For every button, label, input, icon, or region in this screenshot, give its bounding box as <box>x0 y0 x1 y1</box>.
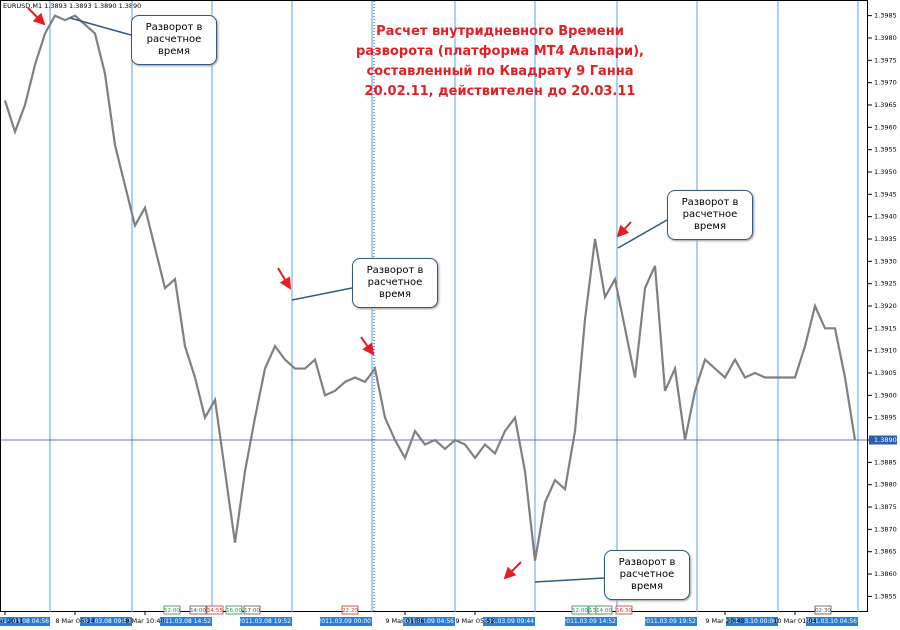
reversal-label-bg <box>483 617 535 626</box>
reversal-label-bg <box>0 617 50 626</box>
reversal-label: 2011.03.09 14:52 <box>562 618 616 625</box>
callout: Разворот в расчетное время <box>667 190 753 240</box>
callout-pointer <box>617 219 668 249</box>
callout-pointer <box>534 577 605 583</box>
y-tick-label: 1.3880 <box>874 481 897 489</box>
y-tick-label: 1.3925 <box>874 280 897 288</box>
y-tick-label: 1.3985 <box>874 12 897 20</box>
time-marker-box <box>206 605 224 615</box>
time-marker-box <box>243 605 261 615</box>
reversal-label-bg <box>160 617 212 626</box>
y-tick-label: 1.3900 <box>874 391 897 399</box>
y-tick-label: 1.3950 <box>874 168 897 176</box>
reversal-label-bg <box>645 617 697 626</box>
y-tick-label: 1.3920 <box>874 302 897 310</box>
red-arrow <box>503 561 522 580</box>
reversal-label: 2011.03.10 00:00 <box>723 618 777 625</box>
red-arrow <box>277 267 292 290</box>
y-tick-label: 1.3910 <box>874 347 897 355</box>
current-price-bg <box>869 435 897 445</box>
red-arrow <box>360 336 375 356</box>
price-line <box>3 14 857 561</box>
y-tick-label: 1.3865 <box>874 548 897 556</box>
callout: Разворот в расчетное время <box>352 258 438 308</box>
time-marker-box <box>814 605 832 615</box>
reversal-label: 2011.03.08 19:52 <box>237 618 291 625</box>
y-tick-label: 1.3935 <box>874 235 897 243</box>
time-marker: 14:00 <box>596 608 612 614</box>
y-tick-label: 1.3960 <box>874 123 897 131</box>
time-marker: 12:00 <box>572 608 588 614</box>
time-marker: 16:30 <box>616 608 632 614</box>
time-marker-box <box>595 605 613 615</box>
reversal-label: 2011.03.08 14:52 <box>157 618 211 625</box>
time-marker-box <box>189 605 207 615</box>
time-marker-box <box>341 605 359 615</box>
y-tick-label: 1.3885 <box>874 458 897 466</box>
time-marker: 12:00 <box>164 608 180 614</box>
y-tick-label: 1.3970 <box>874 79 897 87</box>
x-tick-label: 10 Mar 01:04 <box>773 617 816 625</box>
reversal-label-bg <box>240 617 292 626</box>
time-marker: 14:55 <box>207 608 223 614</box>
reversal-label: 2011.03.09 00:00 <box>317 618 371 625</box>
red-arrow <box>27 7 46 26</box>
callout-pointer <box>291 287 353 301</box>
time-marker: 17:00 <box>244 608 260 614</box>
reversal-label-bg <box>80 617 132 626</box>
y-tick-label: 1.3965 <box>874 101 897 109</box>
reversal-label: 2011.03.09 19:52 <box>642 618 696 625</box>
y-tick-label: 1.3860 <box>874 570 897 578</box>
current-price-label: 1.3890 <box>874 436 897 444</box>
y-tick-label: 1.3875 <box>874 503 897 511</box>
x-tick-label: 9 Mar 01:36 <box>385 617 424 625</box>
x-tick-label: 9 Mar 05:52 <box>455 617 494 625</box>
time-marker: 16:00 <box>226 608 242 614</box>
y-tick-label: 1.3930 <box>874 257 897 265</box>
reversal-label-bg <box>726 617 778 626</box>
y-tick-label: 1.3940 <box>874 213 897 221</box>
x-tick-label: 8 Mar 06:24 <box>55 617 94 625</box>
reversal-label: 2011.03.09 09:44 <box>480 618 534 625</box>
symbol-info: EURUSD,M1 1.3893 1.3893 1.3890 1.3890 <box>3 2 141 10</box>
x-tick-label: 8 Mar 2011 <box>0 617 24 625</box>
time-marker-box <box>225 605 243 615</box>
callout: Разворот в расчетное время <box>604 550 690 600</box>
callout: Разворот в расчетное время <box>131 15 217 65</box>
x-tick-label: 9 Mar 20:48 <box>705 617 744 625</box>
x-tick-label: 8 Mar 10:40 <box>125 617 164 625</box>
y-tick-label: 1.3915 <box>874 324 897 332</box>
time-marker: 14:00 <box>190 608 206 614</box>
y-tick-label: 1.3945 <box>874 190 897 198</box>
y-tick-label: 1.3980 <box>874 34 897 42</box>
reversal-label-bg <box>320 617 372 626</box>
red-arrow <box>616 221 632 238</box>
time-marker: 02:30 <box>815 608 831 614</box>
reversal-label: 2011.03.10 04:56 <box>803 618 857 625</box>
reversal-label: 2011.03.09 04:56 <box>400 618 454 625</box>
y-tick-label: 1.3895 <box>874 414 897 422</box>
time-marker-box <box>571 605 589 615</box>
reversal-label: 2011.03.08 09:52 <box>77 618 131 625</box>
reversal-label-bg <box>403 617 455 626</box>
y-tick-label: 1.3905 <box>874 369 897 377</box>
callout-pointer <box>69 17 132 36</box>
reversal-label-bg <box>806 617 858 626</box>
time-marker: 22:20 <box>342 608 358 614</box>
y-tick-label: 1.3855 <box>874 592 897 600</box>
y-tick-label: 1.3975 <box>874 56 897 64</box>
y-tick-label: 1.3955 <box>874 146 897 154</box>
y-tick-label: 1.3870 <box>874 525 897 533</box>
reversal-label-bg <box>565 617 617 626</box>
reversal-label: 2011.03.08 04:56 <box>0 618 49 625</box>
time-marker-box <box>615 605 633 615</box>
time-marker-box <box>163 605 181 615</box>
chart-title: Расчет внутридневного Времени разворота … <box>356 24 644 99</box>
